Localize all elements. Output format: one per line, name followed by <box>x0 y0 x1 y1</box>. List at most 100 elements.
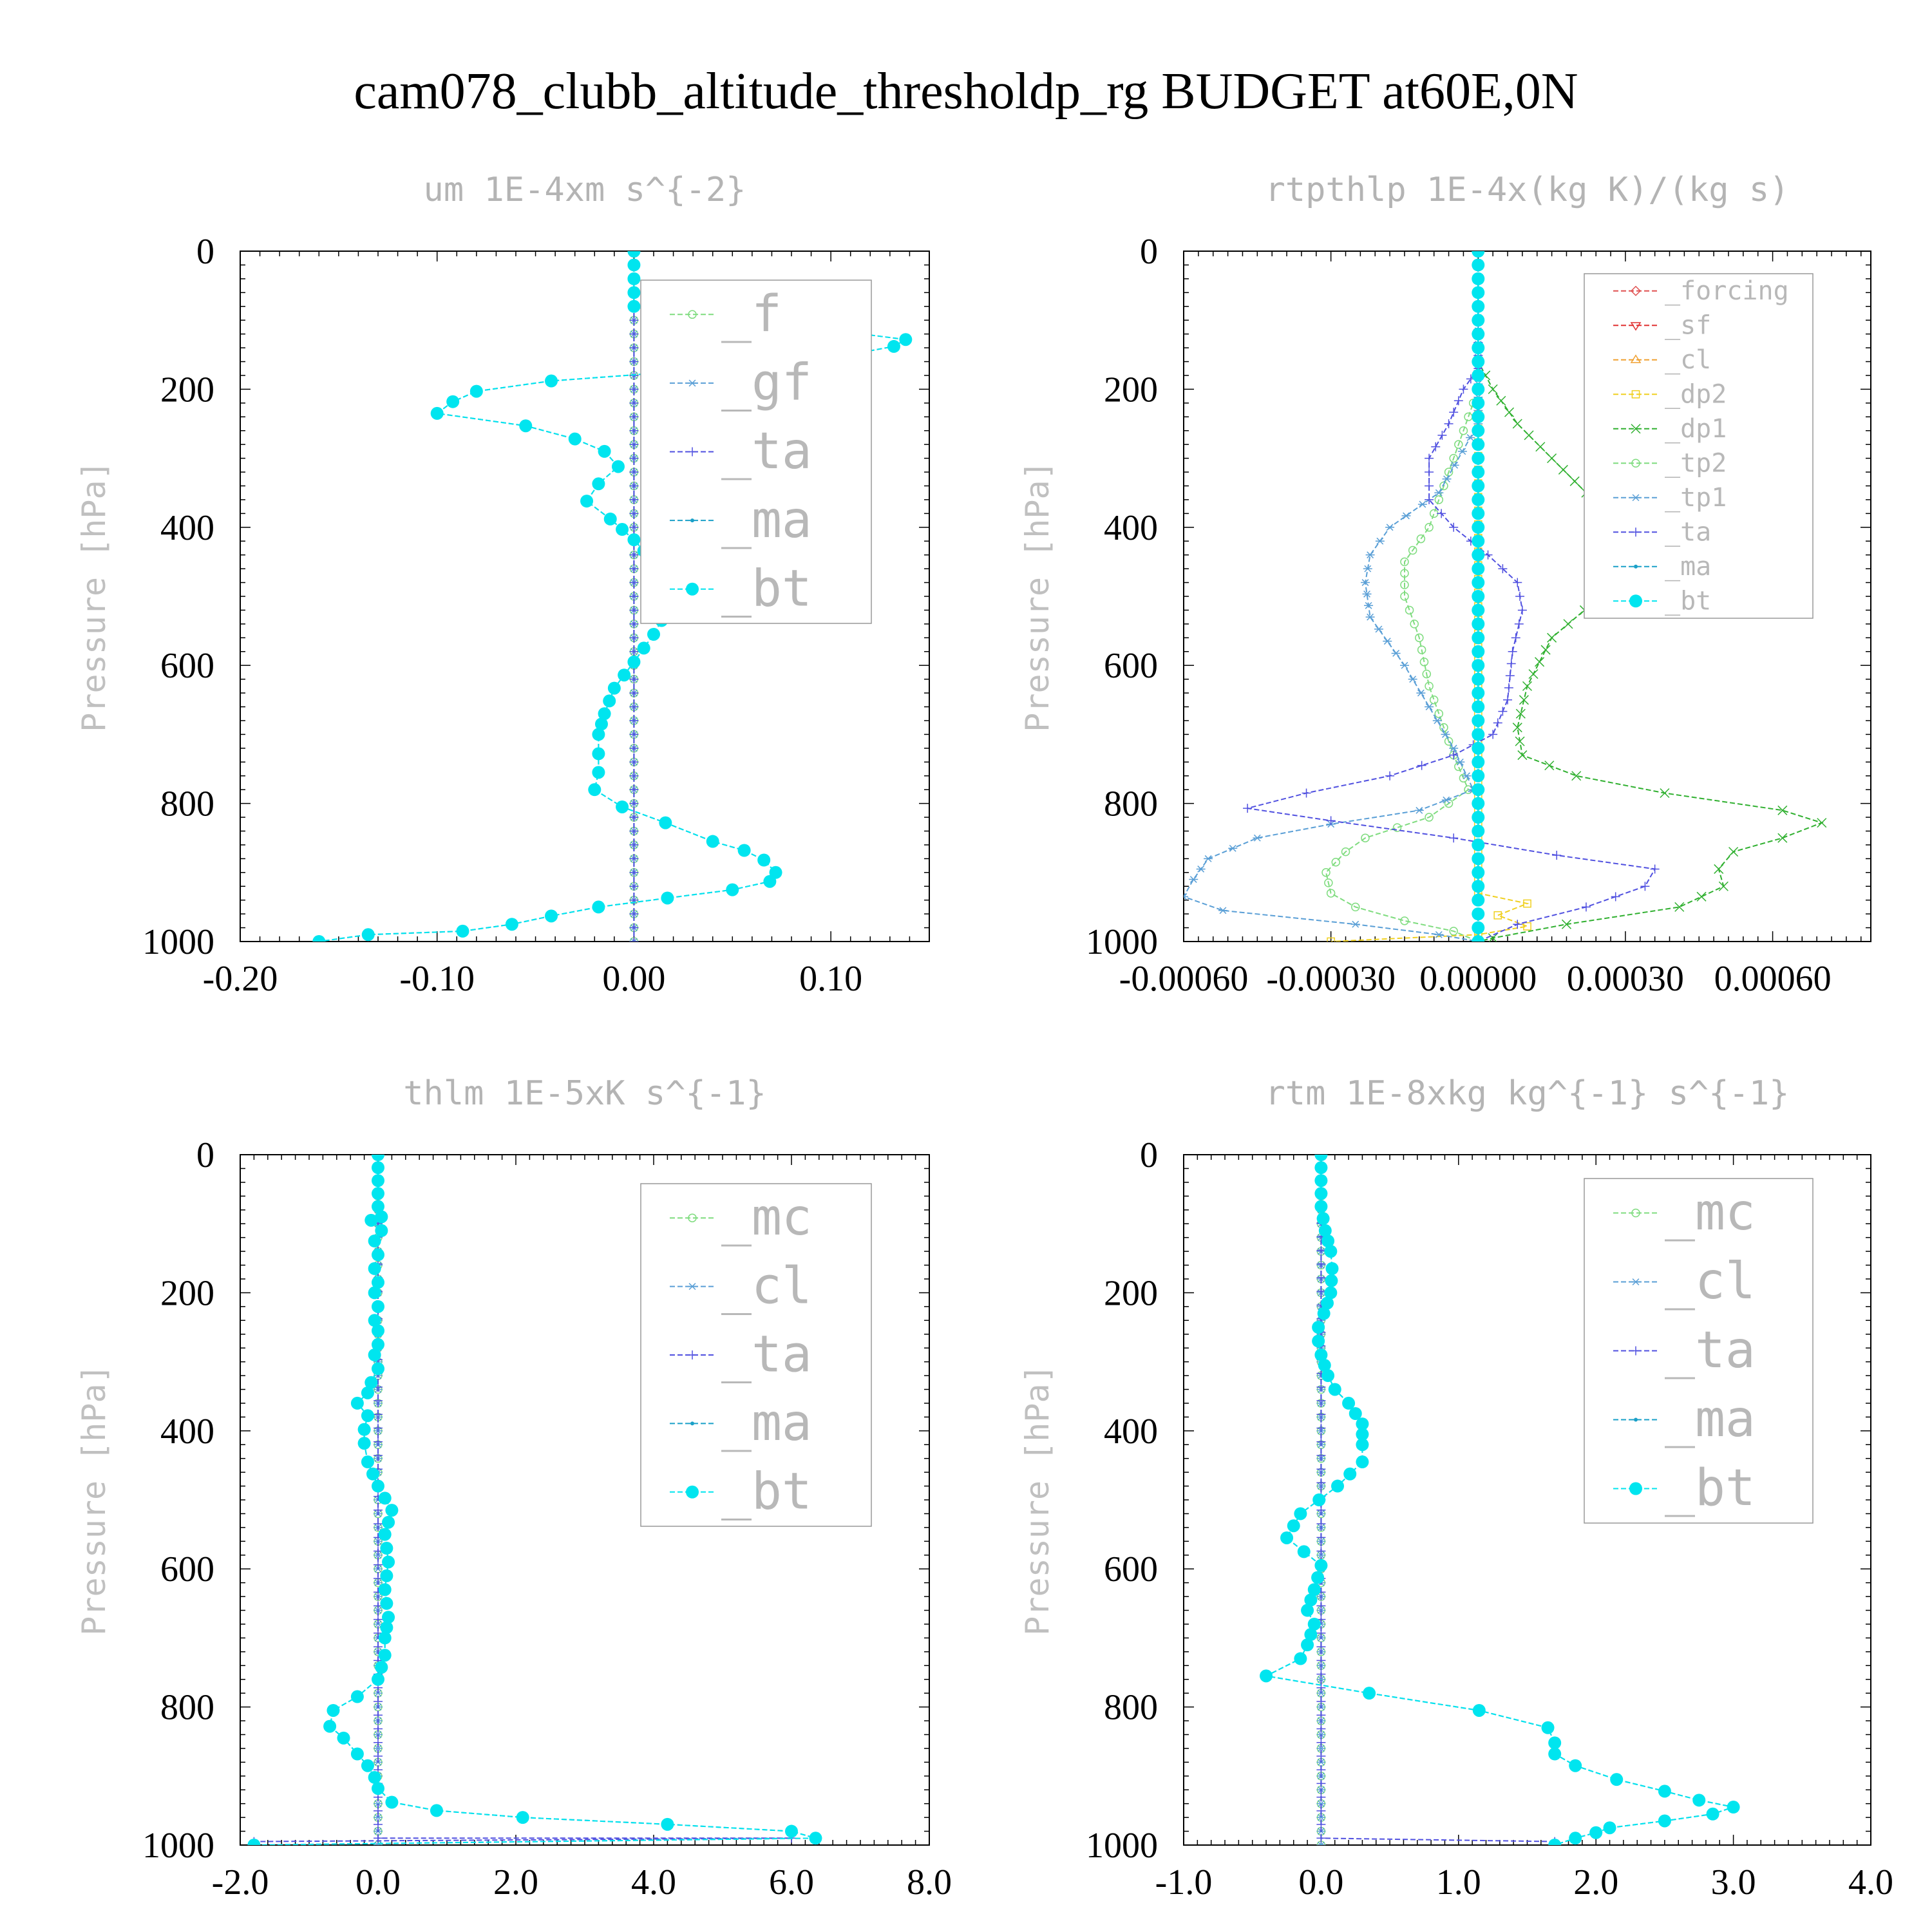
data-point <box>375 1224 388 1237</box>
data-point <box>1318 1224 1332 1237</box>
data-point <box>1432 717 1442 724</box>
data-point <box>1434 489 1444 497</box>
legend-swatch-marker <box>686 1485 699 1499</box>
data-point <box>1316 1273 1326 1283</box>
series-group <box>247 1155 822 1845</box>
data-point <box>1650 864 1660 874</box>
data-point <box>1513 920 1522 929</box>
data-point <box>629 937 639 942</box>
data-point <box>1341 847 1350 857</box>
data-point <box>1512 723 1522 733</box>
data-point <box>327 1703 340 1717</box>
data-point <box>1472 286 1485 299</box>
data-point <box>1326 816 1336 826</box>
data-point <box>887 339 900 353</box>
data-point <box>1351 902 1360 912</box>
panel-title: rtpthlp 1E-4x(kg K)/(kg s) <box>1265 171 1790 209</box>
data-point <box>1316 1212 1330 1226</box>
data-point <box>1392 823 1402 832</box>
legend-entry: _mc <box>1613 1184 1756 1242</box>
data-point <box>629 674 639 684</box>
data-point <box>1294 1507 1307 1520</box>
legend-entry: _tp1 <box>1613 483 1727 513</box>
data-point <box>1611 892 1620 902</box>
data-point <box>629 481 639 491</box>
data-point <box>661 891 674 905</box>
data-point <box>627 251 641 258</box>
data-point <box>809 1832 822 1845</box>
data-point <box>1316 1814 1326 1821</box>
data-point <box>1408 545 1417 555</box>
legend-swatch-marker <box>688 379 697 387</box>
data-point <box>1472 631 1485 645</box>
data-point <box>1343 1467 1357 1481</box>
data-point <box>1658 1785 1671 1798</box>
x-tick-label: -0.00060 <box>1119 959 1249 999</box>
data-point <box>372 1338 384 1351</box>
data-point <box>1360 579 1370 586</box>
y-tick-label: 600 <box>1104 646 1158 686</box>
data-point <box>374 1738 383 1747</box>
legend-label: _ta <box>721 1326 812 1384</box>
data-point <box>629 384 639 394</box>
y-axis-label: Pressure [hPa] <box>1019 1364 1056 1635</box>
data-point <box>1459 426 1468 435</box>
data-point <box>1189 876 1198 883</box>
data-point <box>1449 453 1458 463</box>
data-point <box>1316 1259 1326 1269</box>
data-point <box>1589 1826 1603 1839</box>
legend-entry: _tp2 <box>1613 448 1727 478</box>
data-point <box>1324 1286 1338 1300</box>
data-point <box>1316 1669 1326 1679</box>
y-tick-label: 400 <box>1104 508 1158 548</box>
data-point <box>1356 1428 1369 1441</box>
data-point <box>1449 744 1459 752</box>
data-point <box>1472 479 1485 493</box>
data-point <box>1472 410 1485 424</box>
data-point <box>629 813 639 822</box>
data-point <box>1324 1245 1338 1258</box>
data-point <box>629 938 639 942</box>
data-point <box>380 1542 393 1555</box>
data-point <box>1253 834 1262 842</box>
data-point <box>629 840 639 849</box>
data-point <box>1316 1642 1326 1652</box>
data-point <box>1314 1558 1328 1572</box>
data-point <box>1674 902 1685 912</box>
y-tick-label: 600 <box>160 1549 214 1589</box>
data-point <box>545 909 558 923</box>
legend-swatch-marker <box>1631 459 1640 468</box>
data-point <box>374 1642 383 1652</box>
legend-label: _tp1 <box>1665 483 1727 513</box>
data-point <box>659 816 672 829</box>
data-point <box>647 627 660 641</box>
data-point <box>1472 880 1485 893</box>
data-point <box>1472 687 1485 700</box>
data-point <box>1321 1369 1335 1383</box>
data-point <box>1472 741 1485 755</box>
data-point <box>1316 1423 1326 1433</box>
data-point <box>616 523 629 536</box>
panel-title: thlm 1E-5xK s^{-1} <box>403 1074 766 1113</box>
legend-entry: _ma <box>1613 1390 1756 1448</box>
data-point <box>1524 430 1534 440</box>
data-point <box>372 1672 384 1686</box>
data-point <box>1331 857 1341 867</box>
panel-4: rtm 1E-8xkg kg^{-1} s^{-1} Pressure [hPa]… <box>1019 1074 1893 1902</box>
series-bt <box>1260 1155 1740 1845</box>
data-point <box>1515 736 1525 746</box>
data-point <box>603 512 617 526</box>
data-point <box>374 1697 383 1707</box>
y-tick-label: 0 <box>196 232 214 272</box>
data-point <box>519 419 533 433</box>
data-point <box>1184 893 1188 900</box>
data-point <box>629 854 639 864</box>
data-point <box>385 1795 399 1809</box>
data-point <box>361 1455 374 1469</box>
data-point <box>594 717 608 731</box>
data-point <box>1472 355 1485 368</box>
data-point <box>1441 730 1450 738</box>
data-point <box>1540 645 1551 655</box>
data-point <box>1400 580 1409 589</box>
legend-label: _ma <box>721 491 812 549</box>
